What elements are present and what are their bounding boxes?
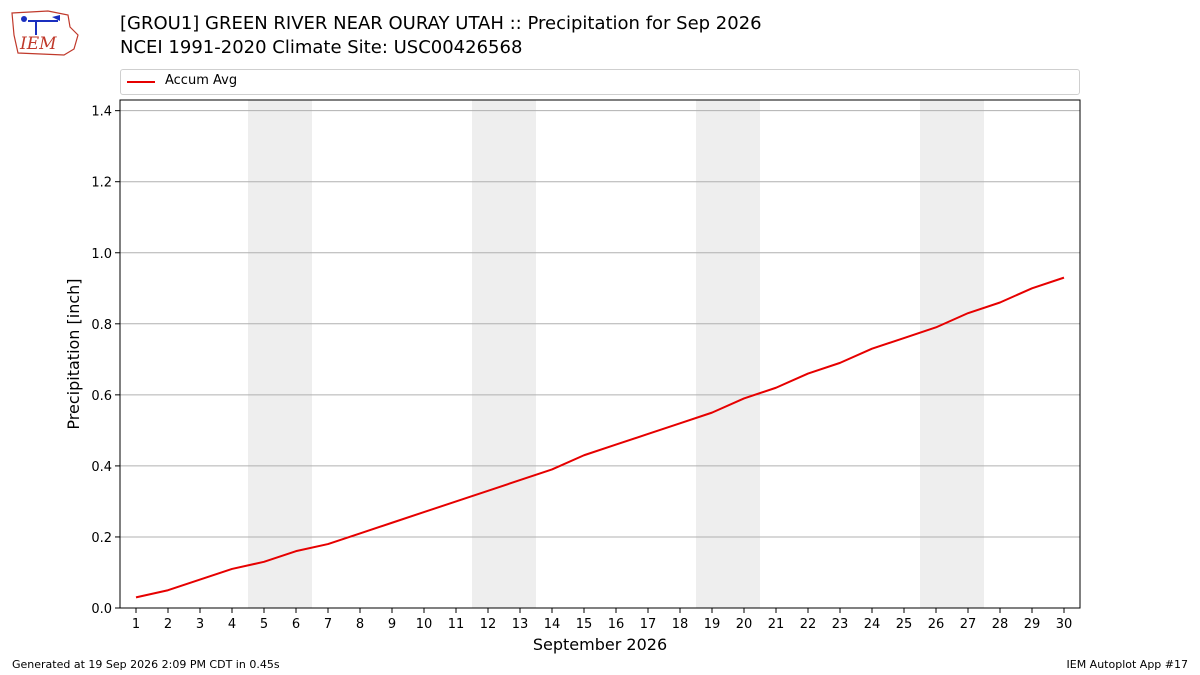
- legend-swatch: [127, 81, 155, 83]
- x-tick-label: 20: [736, 617, 753, 632]
- legend-label: Accum Avg: [165, 73, 238, 88]
- x-tick-label: 21: [768, 617, 785, 632]
- x-tick-label: 18: [672, 617, 689, 632]
- x-tick-label: 17: [640, 617, 657, 632]
- x-tick-label: 1: [132, 617, 140, 632]
- weekend-band: [472, 100, 536, 608]
- x-tick-label: 12: [480, 617, 497, 632]
- x-tick-label: 9: [388, 617, 396, 632]
- x-tick-label: 23: [832, 617, 849, 632]
- x-tick-label: 15: [576, 617, 593, 632]
- x-tick-label: 8: [356, 617, 364, 632]
- x-tick-label: 14: [544, 617, 561, 632]
- y-tick-label: 0.4: [91, 460, 112, 475]
- y-tick-label: 0.2: [91, 531, 112, 546]
- y-tick-label: 0.0: [91, 602, 112, 617]
- footer-app: IEM Autoplot App #17: [1066, 658, 1189, 671]
- x-tick-label: 16: [608, 617, 625, 632]
- series-line-accum-avg: [135, 276, 1065, 599]
- x-tick-label: 3: [196, 617, 204, 632]
- legend: Accum Avg: [120, 69, 1080, 95]
- x-tick-label: 24: [864, 617, 881, 632]
- x-tick-label: 13: [512, 617, 529, 632]
- plot-frame: [119, 99, 1081, 609]
- chart-title: [GROU1] GREEN RIVER NEAR OURAY UTAH :: P…: [120, 12, 762, 60]
- x-tick-label: 26: [928, 617, 945, 632]
- weekend-band: [920, 100, 984, 608]
- x-tick-label: 19: [704, 617, 721, 632]
- chart-title-line2: NCEI 1991-2020 Climate Site: USC00426568: [120, 37, 523, 58]
- iem-logo: IEM: [11, 10, 79, 56]
- x-tick-label: 4: [228, 617, 236, 632]
- y-tick-label: 1.0: [91, 247, 112, 262]
- y-axis-label: Precipitation [inch]: [64, 278, 83, 429]
- x-tick-label: 7: [324, 617, 332, 632]
- x-tick-label: 6: [292, 617, 300, 632]
- weekend-band: [248, 100, 312, 608]
- logo-text: IEM: [19, 34, 57, 54]
- chart-title-line1: [GROU1] GREEN RIVER NEAR OURAY UTAH :: P…: [120, 13, 762, 34]
- x-tick-label: 10: [416, 617, 433, 632]
- x-tick-label: 22: [800, 617, 817, 632]
- x-tick-label: 30: [1056, 617, 1073, 632]
- weekend-band: [696, 100, 760, 608]
- y-tick-label: 1.4: [91, 105, 112, 120]
- x-tick-label: 11: [448, 617, 465, 632]
- x-tick-label: 28: [992, 617, 1009, 632]
- x-tick-label: 29: [1024, 617, 1041, 632]
- x-axis-label: September 2026: [533, 635, 667, 654]
- x-tick-label: 2: [164, 617, 172, 632]
- x-tick-label: 25: [896, 617, 913, 632]
- footer-generated: Generated at 19 Sep 2026 2:09 PM CDT in …: [12, 658, 280, 671]
- y-tick-label: 1.2: [91, 176, 112, 191]
- y-tick-label: 0.6: [91, 389, 112, 404]
- x-tick-label: 27: [960, 617, 977, 632]
- x-tick-label: 5: [260, 617, 268, 632]
- y-tick-label: 0.8: [91, 318, 112, 333]
